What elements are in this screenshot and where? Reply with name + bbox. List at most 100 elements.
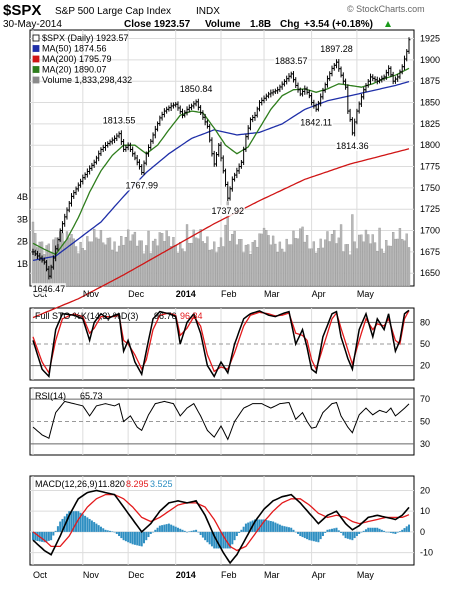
volume-bar xyxy=(256,246,259,287)
volume-bar xyxy=(54,237,57,287)
volume-bar xyxy=(160,233,164,287)
y-tick-label-price: 1750 xyxy=(420,183,440,193)
volume-bar xyxy=(185,224,189,287)
ma20-line xyxy=(32,67,410,256)
volume-bar xyxy=(407,247,411,287)
y-tick-label-macd: 10 xyxy=(420,506,430,516)
volume-bar xyxy=(267,235,270,287)
macd-histogram-bar xyxy=(95,523,98,532)
volume-bar xyxy=(385,240,388,287)
y-tick-label-price: 1900 xyxy=(420,55,440,65)
annotation-background xyxy=(335,139,370,151)
macd-histogram-bar xyxy=(90,520,93,532)
macd-histogram-bar xyxy=(176,527,179,532)
price-annotation: 1850.84 xyxy=(180,84,213,94)
volume-tick-label: 4B xyxy=(17,192,28,202)
annotation-background xyxy=(319,43,354,55)
volume-bar xyxy=(106,237,109,287)
macd-histogram-bar xyxy=(233,531,236,541)
macd-histogram-bar xyxy=(97,525,100,532)
macd-histogram-bar xyxy=(364,529,367,532)
annotation-background xyxy=(179,82,214,94)
volume-tick-label: 3B xyxy=(17,214,28,224)
legend-price-swatch xyxy=(32,34,40,42)
macd-histogram-bar xyxy=(335,527,338,532)
legend-ma20-swatch xyxy=(32,66,40,73)
macd-histogram-bar xyxy=(210,531,213,547)
macd-histogram-bar xyxy=(290,527,293,532)
volume-bar xyxy=(369,243,372,287)
macd-histogram-bar xyxy=(43,531,46,543)
rsi-legend-value: 65.73 xyxy=(80,391,103,401)
legend-ma50: MA(50) 1874.56 xyxy=(42,44,107,54)
volume-bar xyxy=(319,238,322,287)
stoch-legend-k: 96.76 xyxy=(154,311,177,321)
macd-histogram-bar xyxy=(253,519,256,532)
volume-bar xyxy=(108,237,112,287)
macd-histogram-bar xyxy=(263,519,266,532)
stoch-legend-d: 96.34 xyxy=(180,311,203,321)
macd-histogram-bar xyxy=(258,519,261,532)
macd-histogram-bar xyxy=(32,531,34,541)
macd-histogram-bar xyxy=(378,528,381,532)
macd-histogram-bar xyxy=(303,531,306,539)
x-tick-label-price: Dec xyxy=(128,289,145,299)
rsi-legend-name: RSI(14) xyxy=(35,391,66,401)
macd-histogram-bar xyxy=(77,511,80,532)
volume-bar xyxy=(276,252,279,287)
macd-histogram-bar xyxy=(389,531,392,533)
macd-histogram-bar xyxy=(156,527,159,532)
price-annotation: 1883.57 xyxy=(275,56,308,66)
volume-bar xyxy=(201,241,205,287)
volume-bar xyxy=(394,238,397,287)
volume-bar xyxy=(355,248,359,287)
macd-histogram-bar xyxy=(149,531,152,534)
macd-histogram-bar xyxy=(285,526,288,532)
x-tick-label-price: Feb xyxy=(221,289,237,299)
macd-histogram-bar xyxy=(70,511,73,532)
volume-bar xyxy=(380,248,383,287)
x-tick-label-bottom: Feb xyxy=(221,570,237,580)
volume-bar xyxy=(104,244,107,287)
y-tick-label-price: 1725 xyxy=(420,204,440,214)
volume-bar xyxy=(70,234,73,287)
volume-bar xyxy=(156,245,159,287)
volume-bar xyxy=(242,252,245,287)
macd-histogram-bar xyxy=(297,531,300,534)
volume-bar xyxy=(83,250,87,287)
macd-histogram-bar xyxy=(222,531,225,549)
macd-histogram-bar xyxy=(79,512,82,532)
volume-bar xyxy=(296,238,300,287)
volume-bar xyxy=(389,245,393,287)
volume-bar xyxy=(308,248,311,287)
macd-histogram-bar xyxy=(36,531,39,541)
volume-bar xyxy=(74,246,78,287)
macd-histogram-bar xyxy=(369,527,372,532)
macd-legend-name: MACD(12,26,9) xyxy=(35,479,98,489)
volume-bar xyxy=(335,243,338,287)
volume-bar xyxy=(351,214,354,287)
volume-bar xyxy=(115,251,118,287)
y-tick-label-rsi: 30 xyxy=(420,439,430,449)
chg-label: Chg xyxy=(280,19,299,30)
legend-ma20: MA(20) 1890.07 xyxy=(42,65,107,75)
volume-bar xyxy=(398,228,402,287)
macd-histogram-bar xyxy=(142,531,145,544)
volume-bar xyxy=(210,249,214,287)
volume-bar xyxy=(362,241,365,287)
volume-bar xyxy=(337,237,340,287)
y-tick-label-rsi: 50 xyxy=(420,417,430,427)
volume-bar xyxy=(163,241,166,287)
price-annotation: 1897.28 xyxy=(320,44,353,54)
volume-bar xyxy=(90,241,94,287)
volume-bar xyxy=(290,244,293,287)
macd-histogram-bar xyxy=(310,531,313,541)
volume-bar xyxy=(174,245,177,287)
macd-histogram-bar xyxy=(367,527,370,532)
macd-histogram-bar xyxy=(163,524,166,532)
macd-histogram-bar xyxy=(61,518,64,532)
volume-bar xyxy=(344,244,347,287)
volume-bar xyxy=(292,230,295,287)
volume-bar xyxy=(271,235,275,287)
macd-histogram-bar xyxy=(344,531,347,539)
